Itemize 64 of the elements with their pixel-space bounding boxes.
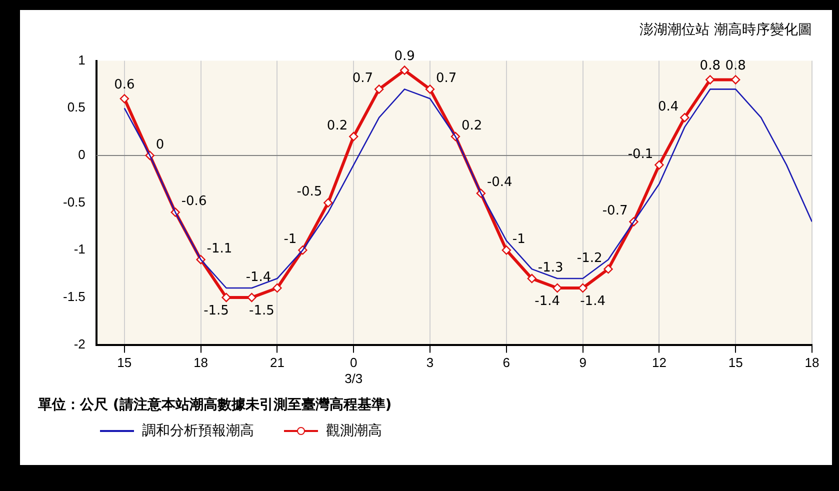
point <box>527 274 536 284</box>
y-tick-label: 0 <box>78 147 86 162</box>
legend-label: 調和分析預報潮高 <box>142 422 254 440</box>
data-label: -0.5 <box>296 184 322 200</box>
data-label: 0 <box>156 137 164 152</box>
point <box>400 66 410 75</box>
y-tick-label: -1 <box>74 242 86 257</box>
data-label: 0.4 <box>658 99 679 114</box>
point <box>374 84 384 94</box>
point <box>654 160 664 170</box>
x-tick-label: 18 <box>194 355 208 370</box>
x-tick-label: 18 <box>804 355 820 370</box>
x-tick-label: 6 <box>502 355 510 370</box>
point <box>247 292 256 302</box>
point <box>222 292 231 302</box>
y-tick-label: -2 <box>74 336 86 352</box>
y-tick-label: 1 <box>78 52 86 68</box>
data-label: -1.3 <box>538 260 564 276</box>
x-tick-label: 15 <box>117 355 132 370</box>
point <box>578 283 588 293</box>
point <box>552 283 562 293</box>
data-label: -1.4 <box>246 270 272 285</box>
point <box>604 264 613 274</box>
data-label: -0.1 <box>628 146 654 162</box>
legend-label: 觀測潮高 <box>326 422 382 440</box>
data-label: -1.5 <box>249 303 274 318</box>
point <box>272 283 282 293</box>
point <box>120 94 130 104</box>
data-label: -1 <box>512 232 526 248</box>
data-label: -1.2 <box>576 250 602 266</box>
y-tick-label: -1.5 <box>62 289 86 304</box>
text: 單位：公尺 (請注意本站潮高數據未引測至臺灣高程基準) <box>38 396 392 414</box>
chart-title: 澎湖潮位站 潮高時序變化圖 <box>640 22 812 38</box>
data-label: 0.6 <box>114 78 135 93</box>
data-label: -1.4 <box>580 294 606 309</box>
x-tick-label: 21 <box>270 355 284 370</box>
x-tick-label: 3 <box>426 355 434 370</box>
data-label: 0.7 <box>352 71 374 86</box>
data-label: 0.7 <box>436 71 457 86</box>
x-tick-label: 9 <box>579 355 586 370</box>
y-tick-label: 0.5 <box>67 100 86 115</box>
data-label: 0.8 <box>700 58 720 74</box>
data-label: -1.1 <box>206 241 232 256</box>
data-label: 0.2 <box>461 118 482 134</box>
point <box>349 132 358 142</box>
data-label: -0.6 <box>181 194 207 210</box>
point <box>680 113 690 122</box>
point <box>425 84 435 94</box>
data-label: 0.8 <box>725 58 746 74</box>
data-label: -0.4 <box>486 175 512 190</box>
point <box>324 198 333 208</box>
x-tick-label: 12 <box>652 355 666 370</box>
data-label: 0.2 <box>326 118 348 134</box>
point <box>731 75 740 84</box>
data-label: 0.9 <box>394 49 415 64</box>
x-tick-label: 15 <box>728 355 743 370</box>
data-label: -1.4 <box>534 294 560 309</box>
data-label: -0.7 <box>602 204 628 219</box>
point <box>502 246 512 255</box>
y-tick-label: -0.5 <box>62 194 86 210</box>
data-label: -1.5 <box>204 303 229 318</box>
data-label: -1 <box>284 232 297 248</box>
point <box>706 75 715 84</box>
x-tick-label: 0 3/3 <box>344 355 363 386</box>
